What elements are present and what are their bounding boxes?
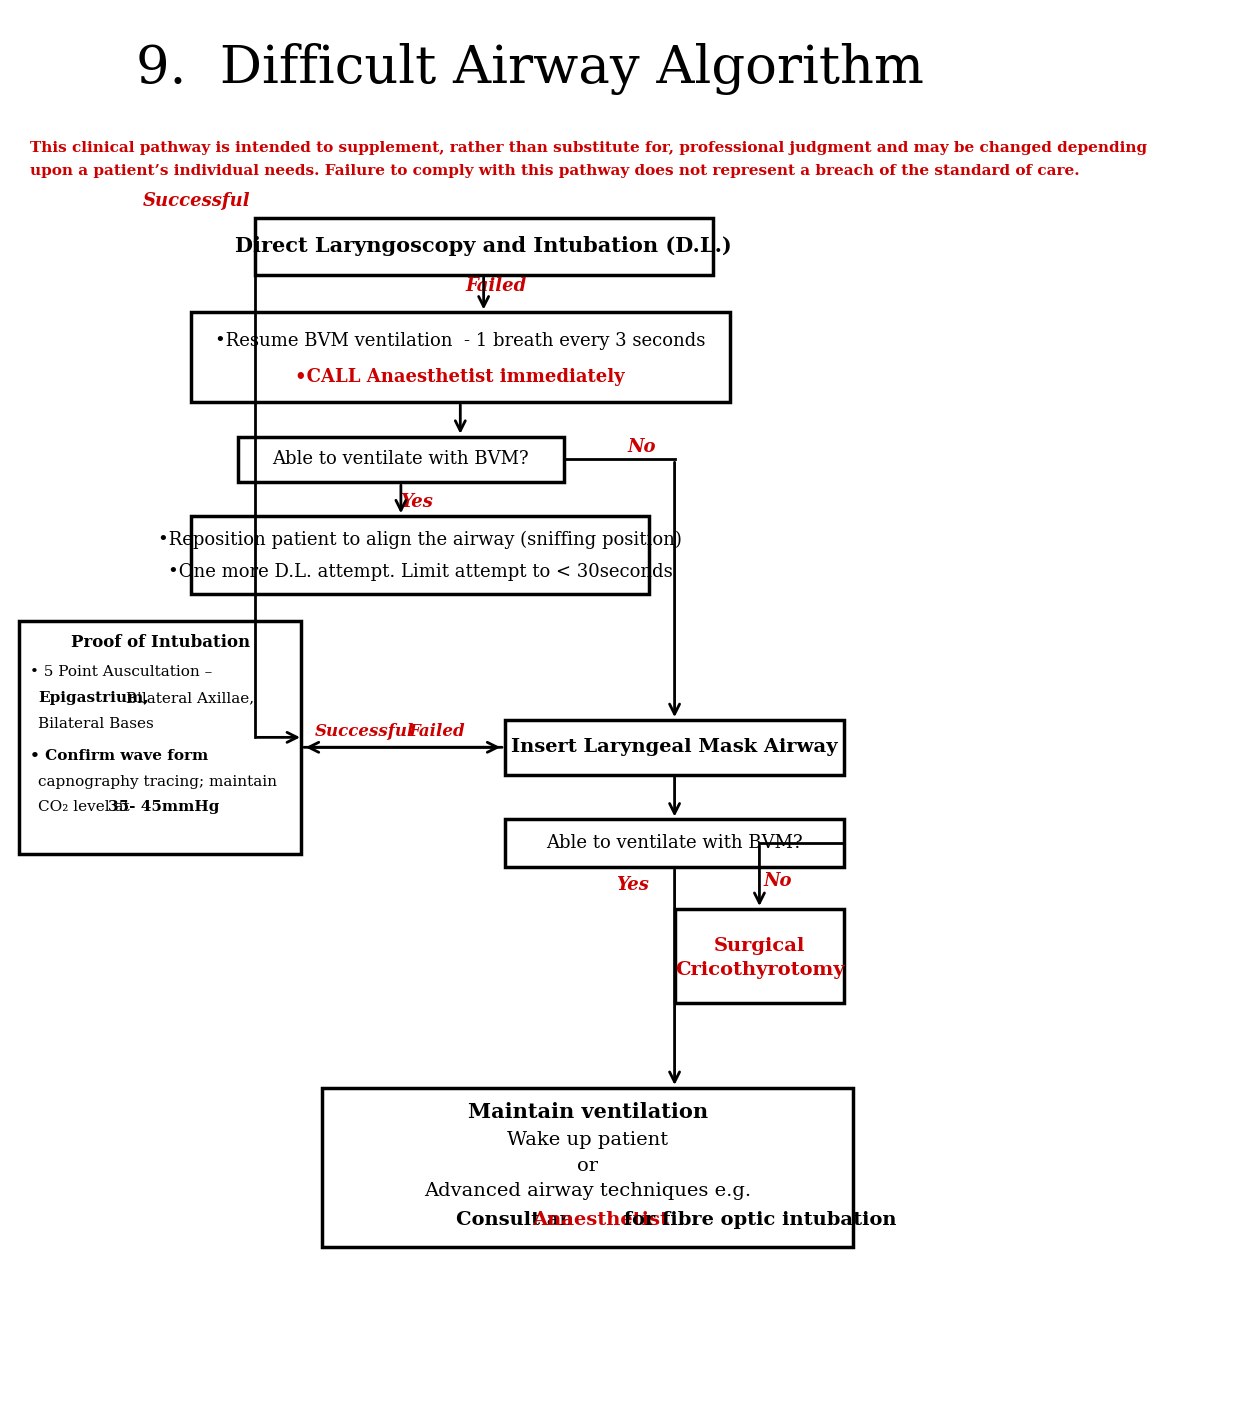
Bar bbox=[505, 721, 844, 775]
Bar bbox=[238, 437, 564, 482]
Text: Yes: Yes bbox=[616, 876, 649, 893]
Text: capnography tracing; maintain: capnography tracing; maintain bbox=[38, 775, 277, 789]
Text: or: or bbox=[577, 1157, 598, 1174]
Bar bbox=[505, 819, 844, 868]
Bar bbox=[191, 517, 649, 594]
Text: •Resume BVM ventilation  - 1 breath every 3 seconds: •Resume BVM ventilation - 1 breath every… bbox=[215, 332, 706, 350]
Text: •Reposition patient to align the airway (sniffing position): •Reposition patient to align the airway … bbox=[157, 531, 682, 548]
Text: Successful: Successful bbox=[143, 193, 250, 210]
Text: Cricothyrotomy: Cricothyrotomy bbox=[675, 960, 844, 979]
Text: • Confirm wave form: • Confirm wave form bbox=[30, 749, 208, 763]
Text: 9.  Difficult Airway Algorithm: 9. Difficult Airway Algorithm bbox=[136, 43, 924, 94]
Text: Proof of Intubation: Proof of Intubation bbox=[71, 634, 250, 651]
Text: Failed: Failed bbox=[466, 277, 527, 294]
Text: Successful: Successful bbox=[315, 723, 414, 739]
Text: Anaesthetist: Anaesthetist bbox=[532, 1212, 670, 1229]
Bar bbox=[254, 218, 713, 274]
Text: No: No bbox=[627, 438, 656, 455]
Text: Surgical: Surgical bbox=[714, 938, 805, 955]
Text: 35- 45mmHg: 35- 45mmHg bbox=[108, 801, 219, 815]
Text: No: No bbox=[764, 872, 792, 890]
Bar bbox=[20, 621, 301, 855]
Bar bbox=[322, 1087, 853, 1247]
Bar bbox=[191, 313, 729, 402]
Text: Wake up patient: Wake up patient bbox=[507, 1132, 668, 1149]
Text: Consult an: Consult an bbox=[456, 1212, 580, 1229]
Text: •CALL Anaesthetist immediately: •CALL Anaesthetist immediately bbox=[295, 368, 625, 385]
Text: Able to ventilate with BVM?: Able to ventilate with BVM? bbox=[273, 451, 529, 468]
Text: This clinical pathway is intended to supplement, rather than substitute for, pro: This clinical pathway is intended to sup… bbox=[30, 141, 1147, 156]
Text: upon a patient’s individual needs. Failure to comply with this pathway does not : upon a patient’s individual needs. Failu… bbox=[30, 164, 1079, 178]
Text: •One more D.L. attempt. Limit attempt to < 30seconds: •One more D.L. attempt. Limit attempt to… bbox=[167, 564, 672, 581]
Text: Insert Laryngeal Mask Airway: Insert Laryngeal Mask Airway bbox=[511, 738, 838, 756]
Bar bbox=[675, 909, 844, 1003]
Text: Direct Laryngoscopy and Intubation (D.L.): Direct Laryngoscopy and Intubation (D.L.… bbox=[236, 237, 732, 257]
Text: Yes: Yes bbox=[399, 494, 433, 511]
Text: Able to ventilate with BVM?: Able to ventilate with BVM? bbox=[547, 835, 802, 852]
Text: Bilateral Bases: Bilateral Bases bbox=[38, 716, 154, 731]
Text: Advanced airway techniques e.g.: Advanced airway techniques e.g. bbox=[424, 1182, 751, 1200]
Text: Failed: Failed bbox=[409, 723, 465, 739]
Text: Epigastrium,: Epigastrium, bbox=[38, 691, 149, 705]
Text: Maintain ventilation: Maintain ventilation bbox=[467, 1102, 708, 1122]
Text: CO₂ level at: CO₂ level at bbox=[38, 801, 135, 815]
Text: • 5 Point Auscultation –: • 5 Point Auscultation – bbox=[30, 665, 212, 679]
Text: for fibre optic intubation: for fibre optic intubation bbox=[618, 1212, 897, 1229]
Text: Bilateral Axillae,: Bilateral Axillae, bbox=[122, 691, 254, 705]
